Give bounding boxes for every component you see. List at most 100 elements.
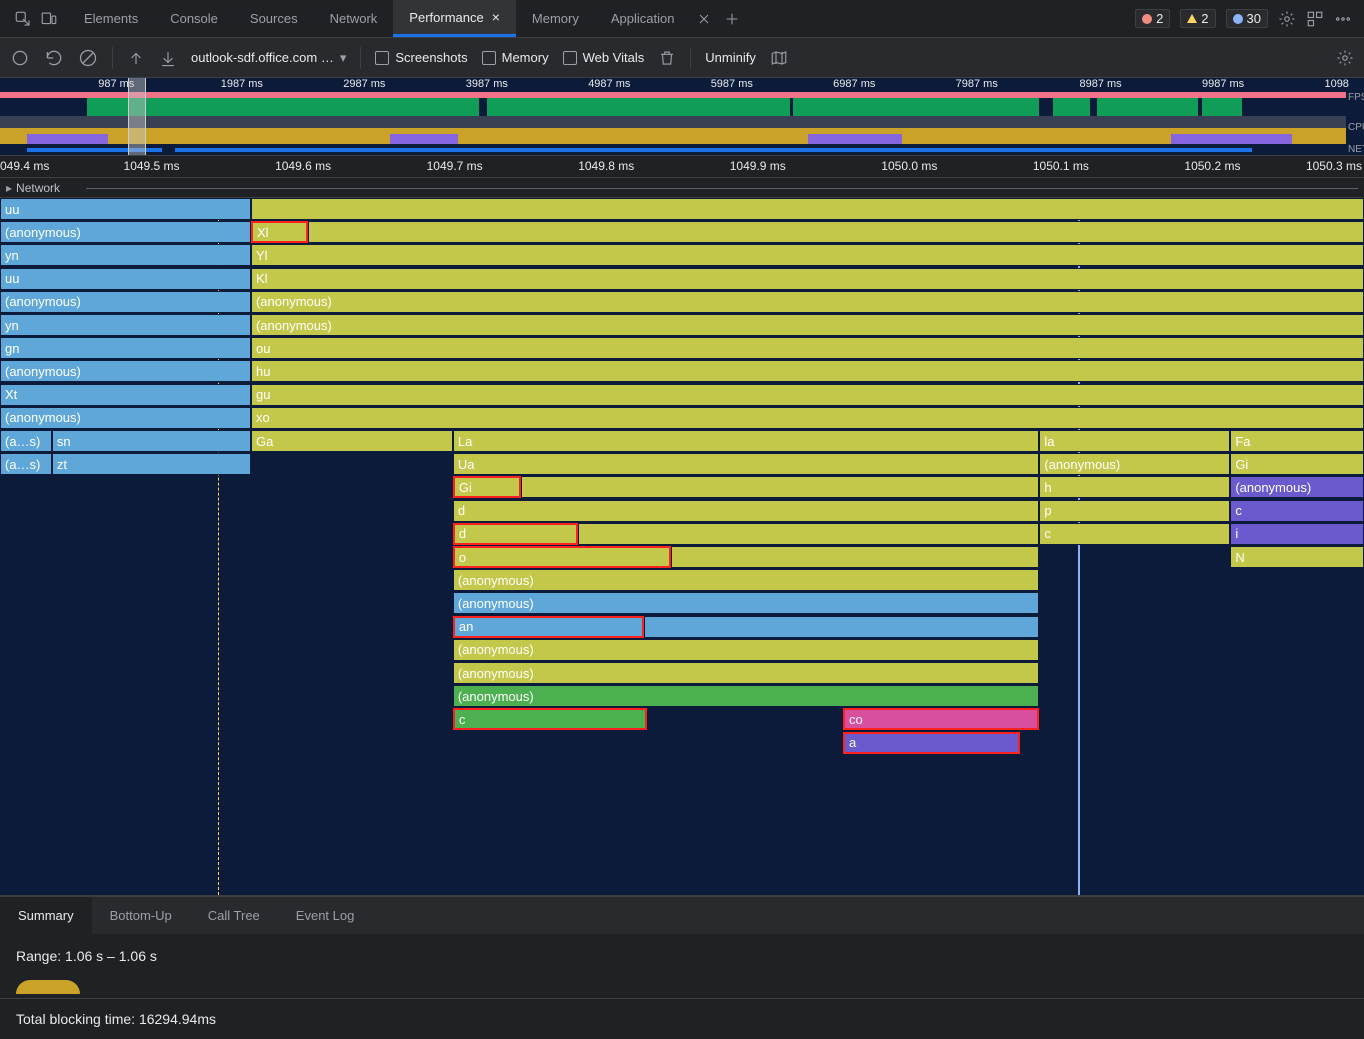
flame-bar[interactable]: Ua	[453, 453, 1040, 475]
screenshots-checkbox[interactable]: Screenshots	[375, 50, 467, 65]
flame-bar[interactable]: (anonymous)	[0, 291, 251, 313]
flame-bar[interactable]: (anonymous)	[453, 592, 1040, 614]
error-count-pill[interactable]: 2	[1135, 9, 1170, 28]
flame-bar[interactable]: N	[1230, 546, 1364, 568]
flame-chart[interactable]: uu(anonymous)XlynYluuKl(anonymous)(anony…	[0, 198, 1364, 896]
tab-memory[interactable]: Memory	[516, 0, 595, 37]
perf-settings-icon[interactable]	[1336, 49, 1354, 67]
details-tab-bottom-up[interactable]: Bottom-Up	[92, 897, 190, 934]
flame-bar[interactable]: a	[843, 732, 1020, 754]
info-count-pill[interactable]: 30	[1226, 9, 1268, 28]
flame-bar[interactable]: (anonymous)	[453, 639, 1040, 661]
flame-bar[interactable]	[578, 523, 1039, 545]
flame-bar[interactable]: Yl	[251, 244, 1364, 266]
flame-bar[interactable]: la	[1039, 430, 1230, 452]
unminify-button[interactable]: Unminify	[705, 50, 756, 65]
webvitals-checkbox[interactable]: Web Vitals	[563, 50, 645, 65]
fps-label: FPS	[1346, 92, 1364, 103]
flame-bar[interactable]: uu	[0, 268, 251, 290]
trash-icon[interactable]	[658, 49, 676, 67]
reload-icon[interactable]	[44, 48, 64, 68]
flame-bar[interactable]: ou	[251, 337, 1364, 359]
flame-bar[interactable]	[308, 221, 1364, 243]
flame-bar[interactable]: Fa	[1230, 430, 1364, 452]
record-icon[interactable]	[10, 48, 30, 68]
flame-bar[interactable]	[521, 476, 1039, 498]
map-icon[interactable]	[770, 49, 788, 67]
flame-bar[interactable]: c	[453, 708, 647, 730]
device-icon[interactable]	[40, 10, 58, 28]
warning-count-pill[interactable]: 2	[1180, 9, 1215, 28]
overview-ticks-row: 987 ms1987 ms2987 ms3987 ms4987 ms5987 m…	[0, 78, 1346, 92]
flame-bar[interactable]: (anonymous)	[0, 360, 251, 382]
flame-bar[interactable]: La	[453, 430, 1040, 452]
flame-bar[interactable]: Kl	[251, 268, 1364, 290]
inspect-icon[interactable]	[14, 10, 32, 28]
tab-elements[interactable]: Elements	[68, 0, 154, 37]
flame-bar[interactable]: h	[1039, 476, 1230, 498]
upload-icon[interactable]	[127, 49, 145, 67]
more-tabs-icon[interactable]	[696, 11, 712, 27]
flame-bar[interactable]	[671, 546, 1039, 568]
flame-bar[interactable]: (anonymous)	[453, 662, 1040, 684]
flame-bar[interactable]: (anonymous)	[251, 291, 1364, 313]
flame-bar[interactable]: gn	[0, 337, 251, 359]
flame-bar[interactable]: (anonymous)	[251, 314, 1364, 336]
dock-icon[interactable]	[1306, 10, 1324, 28]
flame-bar[interactable]: yn	[0, 314, 251, 336]
flame-bar[interactable]: d	[453, 500, 1040, 522]
flame-bar[interactable]	[251, 198, 1364, 220]
flame-bar[interactable]: sn	[52, 430, 251, 452]
flame-bar[interactable]: c	[1039, 523, 1230, 545]
flame-bar[interactable]: (anonymous)	[1230, 476, 1364, 498]
flame-bar[interactable]: hu	[251, 360, 1364, 382]
details-tab-call-tree[interactable]: Call Tree	[190, 897, 278, 934]
flame-bar[interactable]: uu	[0, 198, 251, 220]
flame-bar[interactable]: c	[1230, 500, 1364, 522]
flame-bar[interactable]: Ga	[251, 430, 453, 452]
origin-dropdown[interactable]: outlook-sdf.office.com … ▾	[191, 50, 346, 66]
flame-bar[interactable]: (anonymous)	[453, 569, 1040, 591]
add-tab-icon[interactable]	[724, 11, 740, 27]
origin-label: outlook-sdf.office.com …	[191, 50, 334, 65]
tab-network[interactable]: Network	[314, 0, 394, 37]
flame-bar[interactable]: (anonymous)	[1039, 453, 1230, 475]
flame-bar[interactable]: xo	[251, 407, 1364, 429]
overview-strip[interactable]: 987 ms1987 ms2987 ms3987 ms4987 ms5987 m…	[0, 78, 1364, 156]
tab-performance[interactable]: Performance×	[393, 0, 516, 37]
flame-bar[interactable]: (anonymous)	[0, 221, 251, 243]
settings-icon[interactable]	[1278, 10, 1296, 28]
flame-bar[interactable]: Xt	[0, 384, 251, 406]
tab-application[interactable]: Application	[595, 0, 691, 37]
flame-bar[interactable]	[644, 616, 1040, 638]
close-icon[interactable]: ×	[492, 9, 500, 25]
flame-bar[interactable]: i	[1230, 523, 1364, 545]
ruler-tick: 1049.6 ms	[275, 159, 331, 173]
network-section-header[interactable]: ▸ Network	[0, 178, 1364, 198]
time-ruler[interactable]: 049.4 ms1049.5 ms1049.6 ms1049.7 ms1049.…	[0, 156, 1364, 178]
tab-console[interactable]: Console	[154, 0, 234, 37]
flame-bar[interactable]: zt	[52, 453, 251, 475]
memory-checkbox[interactable]: Memory	[482, 50, 549, 65]
flame-bar[interactable]: yn	[0, 244, 251, 266]
flame-bar[interactable]: an	[453, 616, 644, 638]
details-tab-summary[interactable]: Summary	[0, 897, 92, 934]
flame-bar[interactable]: Gi	[453, 476, 521, 498]
overview-viewport-handle[interactable]	[128, 78, 146, 155]
tab-sources[interactable]: Sources	[234, 0, 314, 37]
clear-icon[interactable]	[78, 48, 98, 68]
details-tab-event-log[interactable]: Event Log	[278, 897, 373, 934]
flame-bar[interactable]: Xl	[251, 221, 308, 243]
flame-bar[interactable]: d	[453, 523, 578, 545]
flame-bar[interactable]: (anonymous)	[453, 685, 1040, 707]
kebab-icon[interactable]	[1334, 10, 1352, 28]
flame-bar[interactable]: o	[453, 546, 671, 568]
flame-bar[interactable]: co	[843, 708, 1039, 730]
flame-bar[interactable]: (anonymous)	[0, 407, 251, 429]
flame-bar[interactable]: p	[1039, 500, 1230, 522]
flame-bar[interactable]: (a…s)	[0, 430, 52, 452]
flame-bar[interactable]: gu	[251, 384, 1364, 406]
flame-bar[interactable]: (a…s)	[0, 453, 52, 475]
download-icon[interactable]	[159, 49, 177, 67]
flame-bar[interactable]: Gi	[1230, 453, 1364, 475]
